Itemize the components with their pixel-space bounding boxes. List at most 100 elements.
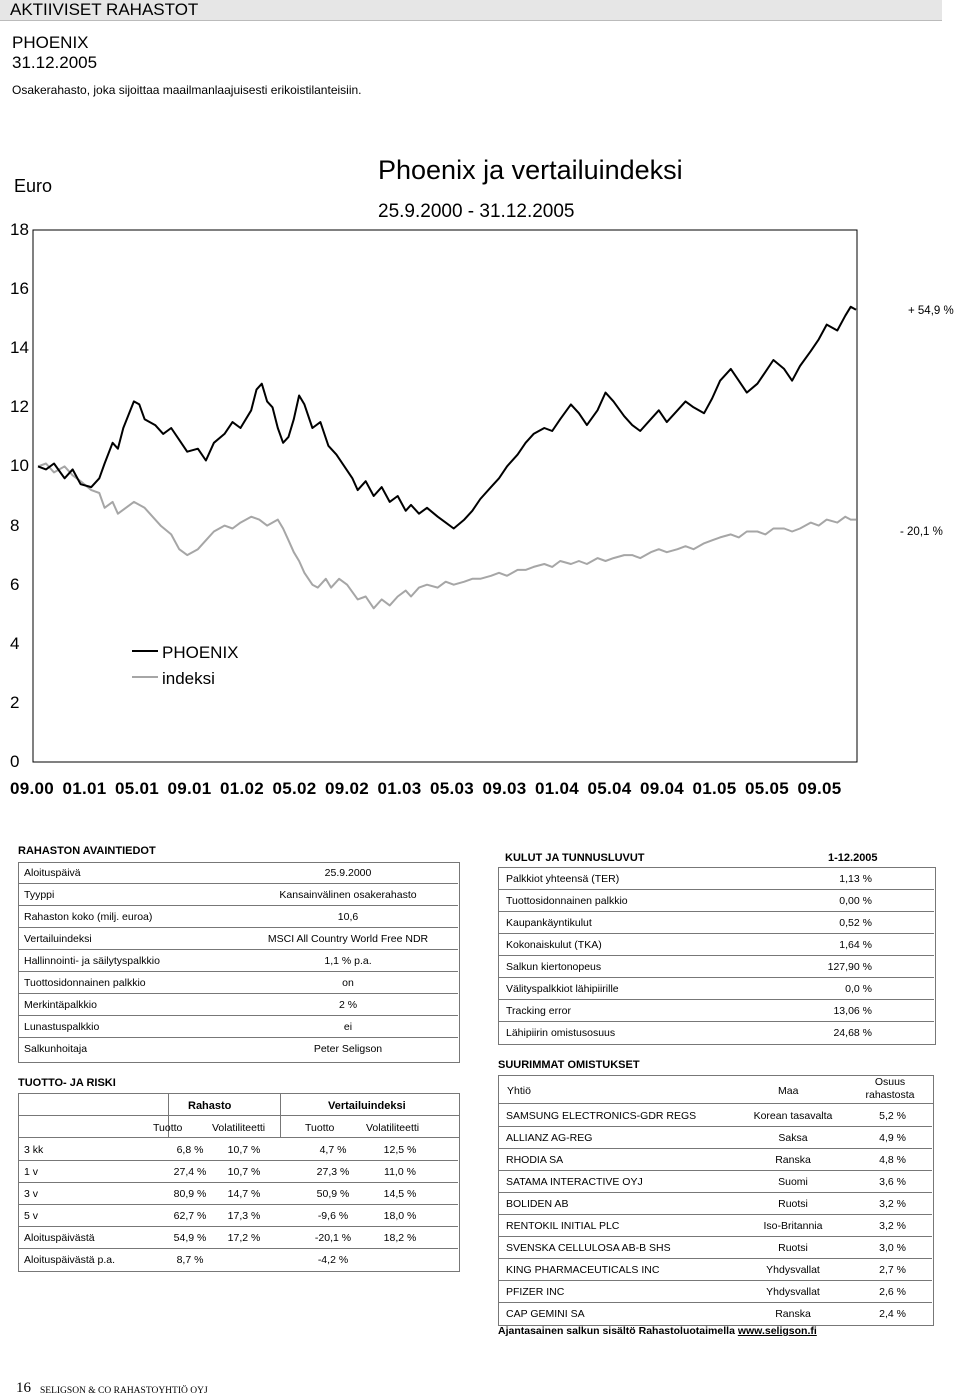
x-tick-label: 01.05 — [692, 779, 737, 798]
risk-value: 80,9 % — [173, 1188, 207, 1200]
cost-row: Tracking error 13,06 % — [498, 999, 934, 1022]
risk-value: 54,9 % — [173, 1232, 207, 1244]
holding-row: RHODIA SA Ranska 4,8 % — [498, 1148, 932, 1171]
key-info-value: Peter Seligson — [313, 1043, 383, 1055]
holding-row: SAMSUNG ELECTRONICS-GDR REGS Korean tasav… — [498, 1104, 932, 1127]
risk-value: 8,7 % — [176, 1254, 204, 1266]
x-tick-label: 09.00 — [10, 779, 55, 798]
key-info-table — [18, 862, 460, 1063]
x-tick-label: 01.03 — [377, 779, 422, 798]
y-tick-label: 4 — [10, 633, 20, 653]
y-tick-label: 10 — [10, 456, 29, 476]
holding-row: BOLIDEN AB Ruotsi 3,2 % — [498, 1192, 932, 1215]
key-info-value: Kansainvälinen osakerahasto — [279, 889, 417, 901]
key-info-label: Lunastuspalkkio — [24, 1021, 100, 1033]
y-axis-label: Euro — [14, 176, 53, 196]
x-tick-label: 09.01 — [167, 779, 212, 798]
risk-value: 14,5 % — [383, 1188, 417, 1200]
chart-subtitle: 25.9.2000 - 31.12.2005 — [378, 201, 575, 222]
key-info-row: Tyyppi Kansainvälinen osakerahasto — [18, 884, 458, 906]
cost-value: 24,68 % — [833, 1027, 872, 1039]
cost-label: Salkun kiertonopeus — [506, 961, 602, 973]
plot-frame — [32, 229, 858, 763]
holding-country: Ruotsi — [778, 1242, 808, 1254]
cost-row: Kaupankäyntikulut 0,52 % — [498, 911, 934, 934]
x-tick-label: 09.02 — [325, 779, 370, 798]
cost-row: Kokonaiskulut (TKA) 1,64 % — [498, 933, 934, 956]
key-info-value: on — [342, 977, 354, 989]
risk-value: 27,4 % — [173, 1166, 207, 1178]
costs-table — [498, 867, 936, 1045]
risk-value: 62,7 % — [173, 1210, 207, 1222]
cost-row: Tuottosidonnainen palkkio 0,00 % — [498, 889, 934, 912]
cost-label: Kokonaiskulut (TKA) — [506, 939, 602, 951]
chart-title: Phoenix ja vertailuindeksi — [378, 155, 683, 185]
holdings-title: SUURIMMAT OMISTUKSET — [498, 1059, 640, 1071]
holding-country: Yhdysvallat — [766, 1286, 820, 1298]
holdings-table — [498, 1075, 934, 1326]
holding-company: BOLIDEN AB — [506, 1198, 569, 1210]
holding-country: Saksa — [778, 1132, 808, 1144]
holding-row: PFIZER INC Yhdysvallat 2,6 % — [498, 1280, 932, 1303]
holding-share: 3,0 % — [879, 1242, 906, 1254]
holding-share: 4,9 % — [879, 1132, 906, 1144]
y-tick-label: 12 — [10, 397, 29, 417]
holding-company: PFIZER INC — [506, 1286, 565, 1298]
y-tick-label: 18 — [10, 220, 29, 239]
cost-value: 1,64 % — [839, 939, 872, 951]
risk-group-fund: Rahasto — [188, 1100, 232, 1112]
holding-share: 5,2 % — [879, 1110, 906, 1122]
risk-row-label: Aloituspäivästä — [24, 1232, 95, 1244]
key-info-row: Vertailuindeksi MSCI All Country World Fr… — [18, 928, 458, 950]
key-info-label: Hallinnointi- ja säilytyspalkkio — [24, 955, 160, 967]
risk-group-index: Vertailuindeksi — [328, 1100, 406, 1112]
x-tick-label: 05.05 — [745, 779, 790, 798]
risk-col-index-vol: Volatiliteetti — [366, 1122, 420, 1134]
holdings-col-country: Maa — [778, 1085, 799, 1097]
seligson-link[interactable]: www.seligson.fi — [737, 1325, 817, 1337]
x-tick-label: 01.04 — [535, 779, 580, 798]
performance-chart — [32, 229, 858, 763]
series-line-phoenix — [37, 305, 857, 530]
key-info-row: Rahaston koko (milj. euroa) 10,6 — [18, 906, 458, 928]
x-tick-labels: 09.00 01.01 05.01 09.01 01.02 05.02 09.02 01.03… — [10, 779, 850, 799]
key-info-value: 25.9.2000 — [324, 867, 372, 879]
x-tick-label: 05.01 — [115, 779, 160, 798]
holding-country: Suomi — [778, 1176, 808, 1188]
key-info-value: MSCI All Country World Free NDR — [267, 933, 429, 945]
key-info-label: Tyyppi — [24, 889, 55, 901]
holding-company: KING PHARMACEUTICALS INC — [506, 1264, 660, 1276]
cost-row: Palkkiot yhteensä (TER) 1,13 % — [498, 867, 934, 890]
x-tick-label: 01.01 — [62, 779, 107, 798]
holding-company: RENTOKIL INITIAL PLC — [506, 1220, 620, 1232]
cost-label: Kaupankäyntikulut — [506, 917, 592, 929]
cost-row: Lähipiirin omistusosuus 24,68 % — [498, 1021, 934, 1043]
risk-value: 4,7 % — [319, 1144, 347, 1156]
holding-country: Ranska — [775, 1154, 811, 1166]
page-number: 16 — [16, 1380, 31, 1396]
report-date: 31.12.2005 — [12, 53, 98, 72]
risk-value: 27,3 % — [316, 1166, 350, 1178]
cost-label: Tuottosidonnainen palkkio — [506, 895, 628, 907]
risk-row: 3 kk 6,8 % 10,7 % 4,7 % 12,5 % — [18, 1138, 458, 1161]
x-tick-label: 05.02 — [272, 779, 317, 798]
risk-value: 17,3 % — [227, 1210, 261, 1222]
section-header-bar: AKTIIVISET RAHASTOT — [0, 0, 942, 21]
risk-row-label: 5 v — [24, 1210, 39, 1222]
x-tick-label: 01.02 — [220, 779, 265, 798]
holding-row: SATAMA INTERACTIVE OYJ Suomi 3,6 % — [498, 1170, 932, 1193]
key-info-row: Tuottosidonnainen palkkio on — [18, 972, 458, 994]
key-info-label: Tuottosidonnainen palkkio — [24, 977, 146, 989]
index-return-label: - 20,1 % — [900, 526, 943, 538]
holding-share: 3,6 % — [879, 1176, 906, 1188]
cost-value: 1,13 % — [839, 873, 872, 885]
cost-value: 0,00 % — [839, 895, 872, 907]
holding-row: SVENSKA CELLULOSA AB-B SHS Ruotsi 3,0 % — [498, 1236, 932, 1259]
risk-value: 10,7 % — [227, 1144, 261, 1156]
y-tick-label: 16 — [10, 279, 29, 299]
risk-value: 10,7 % — [227, 1166, 261, 1178]
x-tick-label: 09.05 — [797, 779, 842, 798]
y-tick-label: 2 — [10, 692, 20, 712]
key-info-label: Aloituspäivä — [24, 867, 81, 879]
holding-company: CAP GEMINI SA — [506, 1308, 585, 1320]
